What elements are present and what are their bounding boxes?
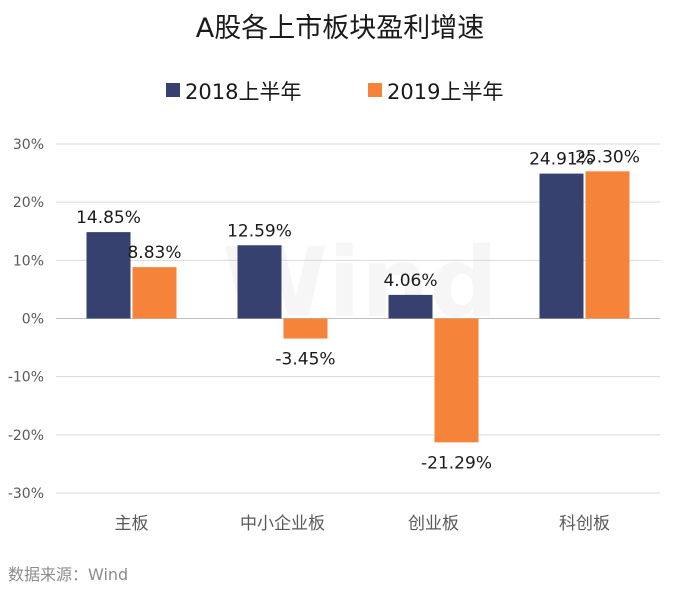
data-label: 8.83%	[127, 243, 181, 263]
bar-2018	[86, 232, 131, 319]
bar-2019	[585, 171, 630, 319]
data-label: -21.29%	[421, 453, 492, 473]
x-category-label: 科创板	[559, 514, 610, 534]
y-tick-label: 0%	[22, 312, 44, 328]
data-label: -3.45%	[275, 350, 335, 370]
y-tick-label: 20%	[13, 195, 44, 211]
bar-2018	[539, 173, 584, 319]
y-tick-label: -30%	[8, 486, 44, 502]
x-category-label: 主板	[115, 514, 149, 534]
x-axis-categories: 主板 中小企业板 创业板 科创板	[115, 514, 611, 534]
bar-2018	[237, 245, 282, 319]
y-tick-label: -20%	[8, 428, 44, 444]
y-tick-label: -10%	[8, 370, 44, 386]
data-label: 14.85%	[76, 208, 141, 228]
chart-title: A股各上市板块盈利增速	[196, 13, 484, 44]
legend-swatch-2018	[166, 83, 180, 97]
data-label: 25.30%	[575, 147, 640, 167]
bar-2018	[388, 294, 433, 319]
data-label: 4.06%	[383, 271, 437, 291]
bars	[86, 171, 630, 443]
bar-2019	[434, 318, 479, 443]
legend-swatch-2019	[368, 83, 382, 97]
bar-2019	[132, 267, 177, 319]
legend-label-2019: 2019上半年	[387, 80, 503, 104]
data-labels: 14.85% 8.83% 12.59% -3.45% 4.06% -21.29% 24.91…	[76, 147, 640, 473]
source-note: 数据来源：Wind	[8, 565, 128, 584]
x-category-label: 中小企业板	[240, 514, 325, 534]
y-tick-label: 30%	[13, 137, 44, 153]
y-tick-label: 10%	[13, 253, 44, 269]
legend-label-2018: 2018上半年	[185, 80, 301, 104]
y-axis-ticks: 30% 20% 10% 0% -10% -20% -30%	[8, 137, 44, 502]
x-category-label: 创业板	[408, 514, 459, 534]
legend: 2018上半年 2019上半年	[166, 80, 503, 104]
data-label: 24.91%	[529, 150, 594, 170]
bar-2019	[283, 318, 328, 339]
data-label: 12.59%	[227, 221, 292, 241]
